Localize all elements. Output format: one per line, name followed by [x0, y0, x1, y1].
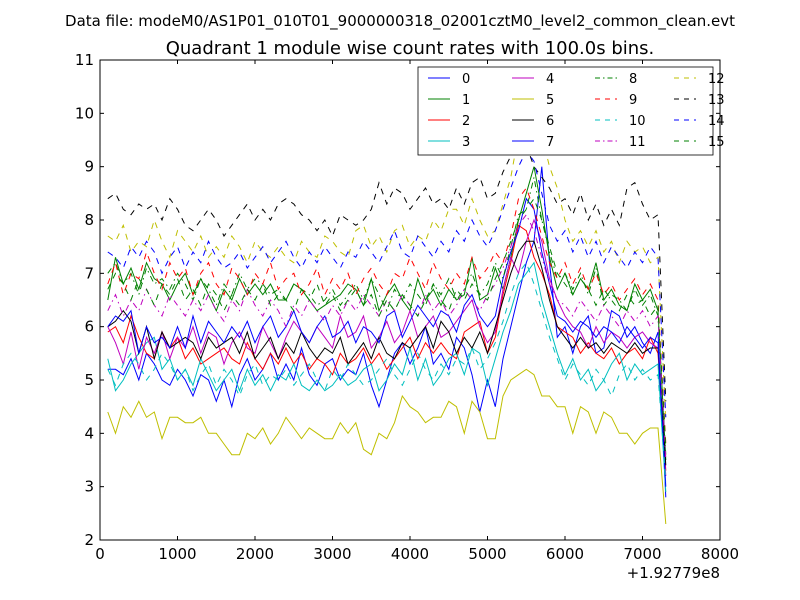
plot-area: 0 1000 2000 3000 4000 5000 6000 7000 8000 2 3 4 5 6 7… [75, 51, 739, 563]
series-layer [107, 90, 667, 525]
series-5-line [107, 368, 667, 525]
legend-label-4: 4 [546, 72, 554, 87]
y-tick-label: 5 [84, 371, 94, 389]
series-13-line [107, 139, 667, 402]
x-tick-label: 6000 [546, 545, 584, 563]
y-tick-label: 8 [84, 211, 94, 229]
y-tick-label: 3 [84, 478, 94, 496]
x-tick-label: 7000 [623, 545, 661, 563]
x-offset-label: +1.92779e8 [627, 564, 720, 582]
legend-label-13: 13 [708, 93, 725, 108]
x-axis: 0 1000 2000 3000 4000 5000 6000 7000 8000 [95, 60, 739, 563]
series-10-line [107, 261, 667, 482]
series-15-line [107, 197, 667, 450]
legend-label-11: 11 [629, 135, 646, 150]
suptitle: Data file: modeM0/AS1P01_010T01_90000003… [65, 12, 735, 31]
series-14-line [107, 149, 667, 418]
legend-label-7: 7 [546, 135, 554, 150]
legend-box [417, 66, 714, 156]
legend-label-12: 12 [708, 72, 725, 87]
x-tick-label: 0 [95, 545, 105, 563]
legend-label-8: 8 [629, 72, 637, 87]
series-12-line [107, 90, 667, 423]
legend-label-9: 9 [629, 93, 637, 108]
series-8-line [107, 177, 667, 455]
x-tick-label: 1000 [158, 545, 196, 563]
x-tick-label: 8000 [701, 545, 739, 563]
y-tick-label: 9 [84, 158, 94, 176]
chart-title: Quadrant 1 module wise count rates with … [166, 38, 655, 59]
series-4-line [107, 218, 667, 477]
series-11-line [107, 213, 667, 461]
series-6-line [107, 240, 667, 466]
legend-label-3: 3 [462, 135, 470, 150]
x-tick-label: 5000 [468, 545, 506, 563]
y-tick-label: 7 [84, 264, 94, 282]
legend-label-0: 0 [462, 72, 470, 87]
series-9-line [107, 186, 667, 445]
legend-label-5: 5 [546, 93, 554, 108]
x-tick-label: 3000 [313, 545, 351, 563]
series-2-line [107, 224, 667, 471]
legend-label-1: 1 [462, 93, 470, 108]
legend-label-10: 10 [629, 114, 646, 129]
y-tick-label: 2 [84, 531, 94, 549]
y-tick-label: 6 [84, 318, 94, 336]
x-tick-label: 2000 [236, 545, 274, 563]
y-tick-label: 11 [75, 51, 94, 69]
legend-label-15: 15 [708, 135, 725, 150]
legend-label-2: 2 [462, 114, 470, 129]
series-7-line [107, 197, 667, 487]
legend-label-6: 6 [546, 114, 554, 129]
y-tick-label: 4 [84, 424, 94, 442]
legend-label-14: 14 [708, 114, 725, 129]
y-tick-label: 10 [75, 104, 94, 122]
x-tick-label: 4000 [391, 545, 429, 563]
